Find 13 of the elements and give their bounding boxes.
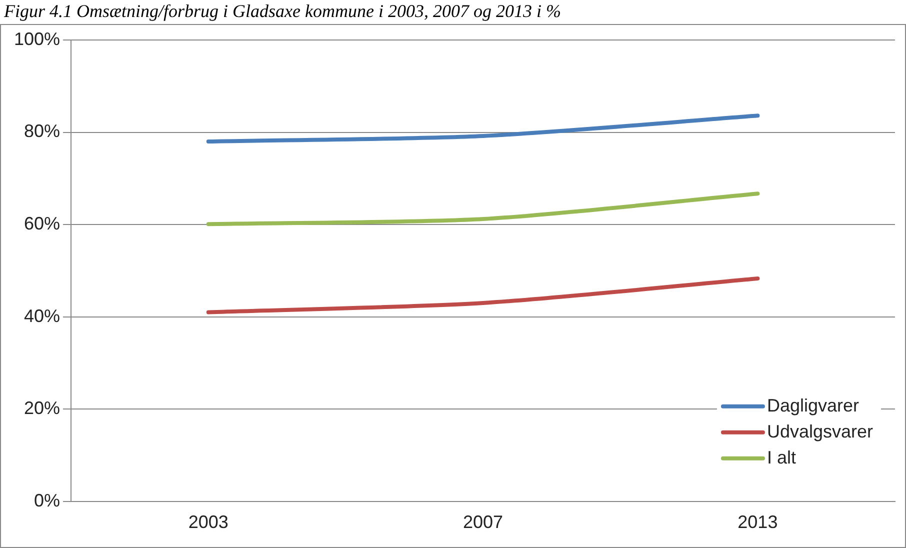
y-tick-label: 40%: [24, 306, 60, 326]
legend-label: Udvalgsvarer: [766, 421, 874, 442]
y-tick-label: 100%: [14, 28, 60, 49]
y-tick-label: 20%: [24, 398, 60, 418]
chart-title: Figur 4.1 Omsætning/forbrug i Gladsaxe kommune i 2003, 2007 og 2013 i %: [3, 0, 562, 23]
x-tick-label: 2003: [188, 512, 228, 532]
legend-label: I alt: [766, 447, 796, 468]
x-tick-label: 2013: [738, 512, 778, 532]
legend-label: Dagligvarer: [766, 395, 860, 416]
y-tick-label: 60%: [24, 214, 60, 234]
x-tick-label: 2007: [462, 512, 504, 532]
y-tick-label: 0%: [34, 490, 60, 510]
y-tick-label: 80%: [24, 121, 60, 142]
